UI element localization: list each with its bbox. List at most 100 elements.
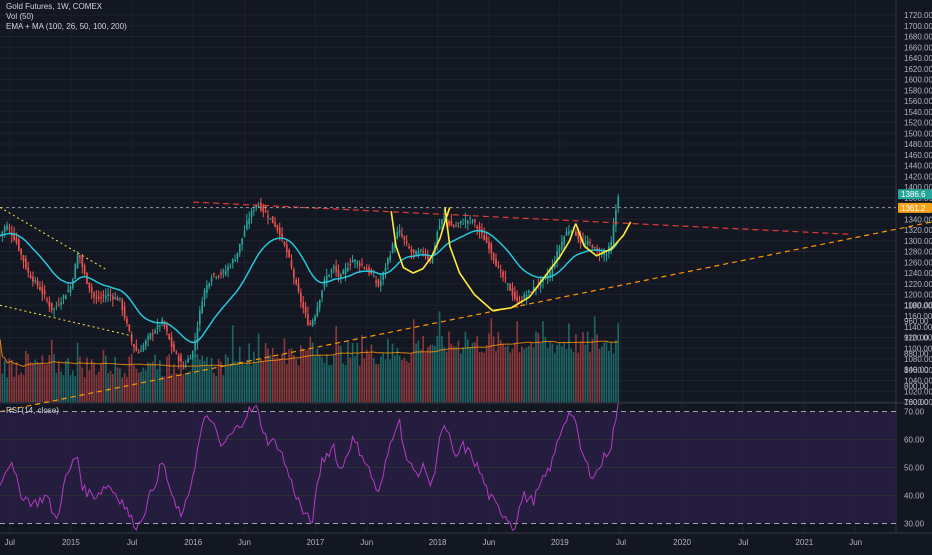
price-axis-label: 1100.00 — [904, 344, 932, 353]
volume-bar — [72, 370, 74, 402]
candle-body — [15, 237, 18, 243]
volume-bar — [3, 360, 6, 402]
candle-body — [224, 270, 227, 275]
candle-body — [499, 270, 502, 272]
candle-body — [525, 294, 528, 299]
volume-bar — [224, 354, 227, 402]
price-axis-label: 1300.00 — [904, 237, 932, 246]
candle-body — [198, 310, 201, 325]
candle-body — [231, 259, 234, 264]
volume-bar — [448, 331, 450, 402]
volume-bar — [457, 340, 460, 402]
candle-body — [25, 258, 27, 269]
volume-bar — [36, 361, 39, 402]
volume-bar — [271, 347, 274, 402]
volume-bar — [278, 358, 281, 402]
volume-bar — [389, 359, 392, 402]
volume-bar — [452, 346, 455, 402]
time-axis-label: 2016 — [184, 538, 202, 547]
cup-curve-left[interactable] — [390, 207, 451, 274]
volume-bar — [450, 343, 453, 402]
candle-body — [285, 244, 288, 253]
volume-bar — [575, 334, 577, 402]
candle-body — [443, 216, 446, 220]
candle-body — [278, 227, 281, 236]
volume-bar — [579, 341, 582, 402]
volume-bar — [316, 348, 319, 402]
volume-bar — [523, 349, 526, 402]
volume-axis-label: 840.00 — [904, 366, 929, 375]
volume-bar — [159, 360, 161, 402]
volume-bar — [107, 373, 109, 402]
candle-body — [591, 245, 594, 249]
volume-bar — [483, 352, 486, 402]
candle-body — [401, 233, 403, 237]
wedge-upper-line[interactable] — [0, 206, 108, 271]
volume-bar — [474, 342, 476, 402]
volume-bar — [603, 342, 605, 402]
cup-curve-main[interactable] — [444, 207, 577, 312]
candle-body — [290, 260, 293, 268]
candle-body — [408, 246, 410, 249]
volume-bar — [114, 356, 117, 402]
volume-bar — [323, 362, 326, 402]
volume-bar — [431, 344, 434, 402]
candle-body — [382, 272, 384, 280]
candle-body — [3, 226, 6, 232]
volume-bar — [469, 346, 471, 402]
volume-bar — [344, 365, 347, 402]
volume-bar — [227, 357, 229, 402]
candle-body — [104, 295, 107, 299]
handle-curve[interactable] — [574, 221, 632, 257]
candle-body — [142, 345, 145, 351]
volume-bar — [398, 355, 401, 402]
candle-body — [130, 334, 133, 342]
volume-bar — [93, 363, 95, 402]
candle-body — [511, 287, 514, 296]
candle-body — [107, 293, 109, 296]
rising-support-trendline[interactable] — [0, 221, 932, 413]
candle-body — [441, 219, 443, 225]
volume-bar — [196, 353, 199, 402]
volume-bar — [372, 358, 375, 402]
price-axis-label: 1700.00 — [904, 22, 932, 31]
candle-body — [269, 218, 272, 220]
candle-body — [617, 196, 620, 209]
volume-bar — [29, 361, 32, 402]
volume-bar — [95, 374, 98, 402]
candle-body — [137, 351, 140, 354]
candle-body — [556, 251, 558, 262]
time-axis-label: Jul — [5, 538, 15, 547]
candle-body — [469, 217, 471, 219]
volume-bar — [187, 373, 189, 402]
volume-bar — [27, 353, 30, 402]
candle-body — [248, 218, 250, 224]
candle-body — [8, 228, 11, 230]
candle-body — [457, 222, 460, 224]
volume-bar — [497, 331, 500, 402]
volume-bar — [361, 335, 363, 402]
candle-body — [32, 276, 34, 282]
candle-body — [281, 233, 283, 237]
volume-bar — [464, 331, 467, 402]
candle-body — [427, 254, 429, 260]
volume-bar — [387, 338, 389, 402]
price-axis-label: 1520.00 — [904, 119, 932, 128]
volume-bar — [112, 374, 114, 402]
candle-body — [309, 323, 312, 325]
volume-bar — [76, 342, 79, 402]
price-axis-label: 1620.00 — [904, 65, 932, 74]
volume-bar — [481, 351, 483, 402]
volume-bar — [269, 354, 272, 402]
volume-bar — [544, 336, 547, 402]
candle-body — [436, 232, 439, 244]
price-axis-label: 1660.00 — [904, 43, 932, 52]
volume-bar — [133, 365, 135, 402]
volume-bar — [427, 347, 429, 402]
candle-body — [448, 221, 450, 225]
volume-bar — [97, 371, 100, 402]
volume-bar — [307, 349, 309, 402]
candle-body — [182, 364, 185, 368]
